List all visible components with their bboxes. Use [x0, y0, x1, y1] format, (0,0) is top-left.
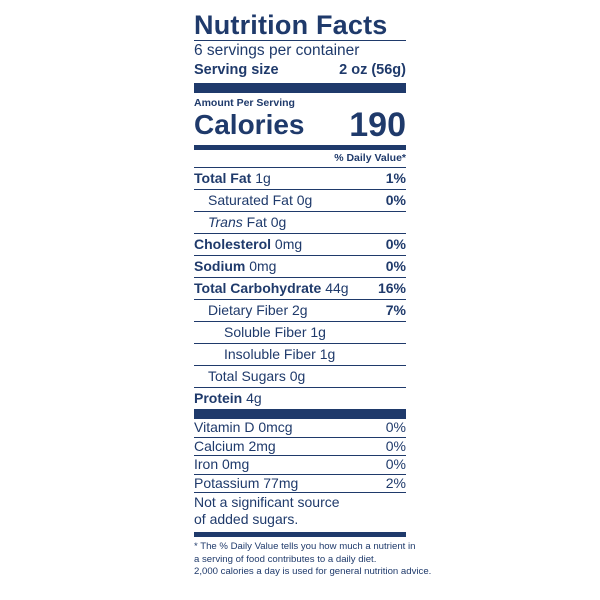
vitamin-row: Iron 0mg 0% [194, 455, 406, 474]
nutrient-label: Protein [194, 390, 243, 406]
nutrient-dv: 16% [377, 280, 406, 296]
vitamin-row: Calcium 2mg 0% [194, 436, 406, 456]
nutrient-amount: 0mg [249, 258, 277, 274]
dietary-fiber-row: Dietary Fiber 2g 7% [194, 299, 406, 321]
calories-row: Calories 190 [194, 106, 406, 144]
vitamin-dv: 0% [385, 419, 406, 435]
footnote-line: a serving of food contributes to a daily… [194, 553, 377, 565]
vitamin-label: Calcium 2mg [194, 437, 276, 454]
nutrient-amount: 4g [246, 390, 262, 406]
cholesterol-row: Cholesterol 0mg 0% [194, 233, 406, 255]
nutrient-amount: 1g [255, 170, 271, 186]
nutrient-amount: 0mg [274, 236, 303, 252]
servings-per-container: 6 servings per container [194, 42, 360, 59]
footnote: * The % Daily Value tells you how much a… [194, 541, 432, 579]
divider [194, 40, 406, 41]
nutrient-label: Total Carbohydrate [194, 280, 322, 296]
amount-per-serving: Amount Per Serving [194, 97, 295, 109]
trans-label: Trans [208, 214, 243, 230]
vitamin-label: Iron 0mg [194, 456, 250, 472]
trans-fat-row: Trans Fat 0g [194, 211, 406, 233]
note-line: of added sugars. [194, 511, 299, 527]
note-line: Not a significant source [194, 494, 340, 510]
nutrient-label: Dietary Fiber 2g [208, 302, 308, 318]
serving-size-label: Serving size [194, 62, 279, 78]
nutrient-label: Total Fat [194, 170, 252, 186]
vitamin-dv: 2% [385, 474, 406, 491]
nutrient-label: Sodium [194, 258, 246, 274]
vitamin-label: Potassium 77mg [194, 474, 299, 491]
total-fat-row: Total Fat 1g 1% [194, 167, 406, 189]
vitamin-label: Vitamin D 0mcg [194, 419, 293, 435]
nutrient-dv: 0% [385, 192, 406, 208]
vitamin-dv: 0% [385, 437, 406, 454]
footnote-line: 2,000 calories a day is used for general… [194, 566, 432, 577]
vitamin-row: Potassium 77mg 2% [194, 473, 406, 493]
nutrition-facts-panel: Nutrition Facts 6 servings per container… [194, 10, 432, 579]
nutrient-label: Cholesterol [194, 236, 272, 252]
total-carbohydrate-row: Total Carbohydrate 44g 16% [194, 277, 406, 299]
thick-divider [194, 83, 406, 93]
nutrient-amount: 44g [325, 280, 349, 296]
nutrient-dv: 0% [385, 258, 406, 274]
medium-divider [194, 145, 406, 150]
calories-value: 190 [349, 106, 406, 144]
nutrient-dv: 7% [385, 302, 406, 318]
nutrient-label: Soluble Fiber 1g [224, 324, 326, 340]
saturated-fat-row: Saturated Fat 0g 0% [194, 189, 406, 211]
added-sugars-note: Not a significant source of added sugars… [194, 492, 406, 532]
nutrient-label: Insoluble Fiber 1g [224, 346, 336, 362]
nutrient-dv: 0% [385, 236, 406, 252]
medium-divider [194, 532, 406, 537]
footnote-line: * The % Daily Value tells you how much a… [194, 541, 416, 552]
sodium-row: Sodium 0mg 0% [194, 255, 406, 277]
serving-size-value: 2 oz (56g) [339, 62, 406, 78]
daily-value-header: % Daily Value* [334, 152, 406, 164]
serving-size-row: Serving size 2 oz (56g) [194, 60, 406, 83]
thick-divider [194, 409, 406, 419]
protein-row: Protein 4g [194, 387, 406, 409]
nutrient-label: Total Sugars 0g [208, 368, 306, 384]
panel-title: Nutrition Facts [194, 10, 388, 40]
vitamin-row: Vitamin D 0mcg 0% [194, 419, 406, 437]
calories-label: Calories [194, 109, 305, 140]
total-sugars-row: Total Sugars 0g [194, 365, 406, 387]
vitamin-dv: 0% [385, 456, 406, 472]
nutrient-dv: 1% [385, 170, 406, 186]
soluble-fiber-row: Soluble Fiber 1g [194, 321, 406, 343]
trans-label-rest: Fat 0g [242, 214, 287, 230]
insoluble-fiber-row: Insoluble Fiber 1g [194, 343, 406, 365]
nutrient-label: Saturated Fat 0g [208, 192, 313, 208]
